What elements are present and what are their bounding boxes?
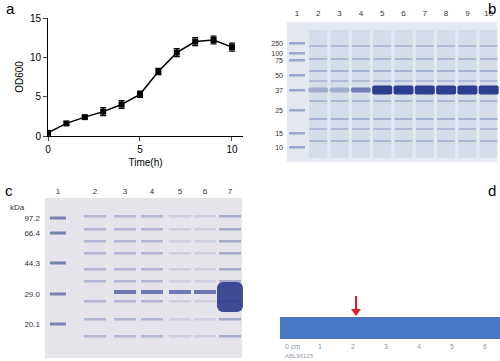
svg-text:7: 7 bbox=[423, 9, 428, 18]
svg-text:10: 10 bbox=[30, 52, 42, 63]
svg-text:25: 25 bbox=[275, 107, 283, 114]
svg-text:kDa: kDa bbox=[10, 203, 25, 212]
html-text:b: b bbox=[488, 0, 497, 17]
svg-text:6: 6 bbox=[483, 343, 487, 350]
svg-text:2: 2 bbox=[351, 343, 355, 350]
svg-text:5: 5 bbox=[178, 187, 183, 196]
svg-text:5: 5 bbox=[35, 91, 41, 102]
svg-text:0: 0 bbox=[45, 144, 51, 155]
svg-text:75: 75 bbox=[275, 57, 283, 64]
svg-text:5: 5 bbox=[450, 343, 454, 350]
svg-text:7: 7 bbox=[228, 187, 233, 196]
html-text:c: c bbox=[5, 182, 13, 199]
svg-text:100: 100 bbox=[271, 50, 283, 57]
svg-text:97.2: 97.2 bbox=[24, 214, 40, 223]
svg-text:44.3: 44.3 bbox=[24, 259, 40, 268]
svg-text:15: 15 bbox=[275, 130, 283, 137]
svg-text:10: 10 bbox=[226, 144, 238, 155]
svg-text:0: 0 bbox=[35, 131, 41, 142]
svg-text:4: 4 bbox=[359, 9, 364, 18]
svg-text:37: 37 bbox=[275, 87, 283, 94]
svg-text:1: 1 bbox=[295, 9, 300, 18]
svg-text:4: 4 bbox=[150, 187, 155, 196]
svg-text:3: 3 bbox=[337, 9, 342, 18]
svg-text:15: 15 bbox=[30, 13, 42, 24]
svg-text:66.4: 66.4 bbox=[24, 229, 40, 238]
svg-text:1: 1 bbox=[56, 187, 61, 196]
svg-text:1: 1 bbox=[318, 343, 322, 350]
svg-text:0 cm: 0 cm bbox=[285, 343, 300, 350]
html-text:a: a bbox=[6, 0, 15, 17]
svg-text:50: 50 bbox=[275, 72, 283, 79]
svg-text:29.0: 29.0 bbox=[24, 290, 40, 299]
svg-text:4: 4 bbox=[417, 343, 421, 350]
svg-text:OD600: OD600 bbox=[14, 61, 25, 93]
svg-text:Time(h): Time(h) bbox=[128, 157, 162, 168]
svg-text:3: 3 bbox=[384, 343, 388, 350]
svg-text:5: 5 bbox=[380, 9, 385, 18]
svg-text:ABL96125: ABL96125 bbox=[285, 353, 314, 359]
svg-text:20.1: 20.1 bbox=[24, 320, 40, 329]
svg-text:8: 8 bbox=[444, 9, 449, 18]
svg-text:10: 10 bbox=[275, 144, 283, 151]
svg-text:2: 2 bbox=[316, 9, 321, 18]
svg-text:2: 2 bbox=[93, 187, 98, 196]
svg-text:6: 6 bbox=[401, 9, 406, 18]
svg-text:9: 9 bbox=[465, 9, 470, 18]
svg-text:250: 250 bbox=[271, 40, 283, 47]
html-text:d: d bbox=[488, 182, 497, 199]
svg-text:5: 5 bbox=[137, 144, 143, 155]
svg-text:3: 3 bbox=[123, 187, 128, 196]
svg-text:6: 6 bbox=[203, 187, 208, 196]
